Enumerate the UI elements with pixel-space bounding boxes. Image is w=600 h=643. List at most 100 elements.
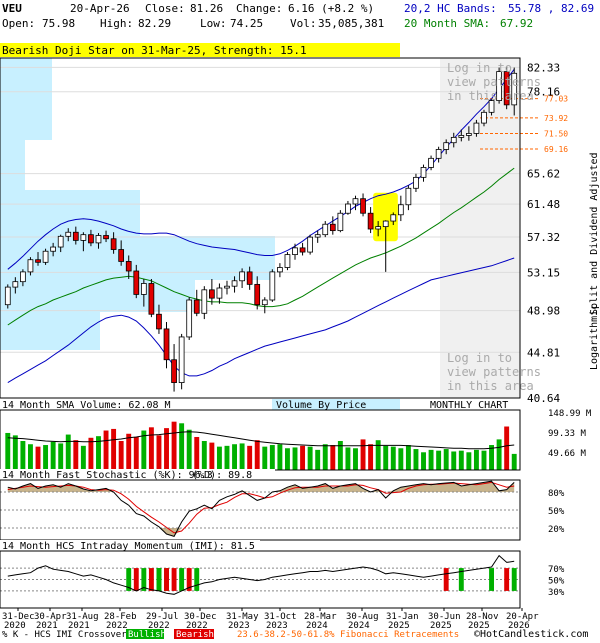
- candle-body: [201, 289, 208, 314]
- volume-bar: [481, 450, 487, 470]
- x-tick-year: 2020: [4, 621, 26, 631]
- change-value: 6.16 (+8.2 %): [288, 2, 374, 15]
- volume-bar: [511, 453, 517, 470]
- volume-title-bg: [0, 399, 190, 410]
- candle-body: [95, 235, 102, 244]
- open-label: Open:: [2, 17, 35, 30]
- volume-bar: [489, 445, 495, 470]
- fib-note: 23.6-38.2-50-61.8% Fibonacci Retracement…: [237, 630, 459, 640]
- volume-bar: [300, 445, 306, 470]
- candle-body: [299, 247, 306, 253]
- volume-bar: [58, 443, 64, 470]
- x-tick-label: 31-Dec: [2, 612, 35, 622]
- price-panel: 82.33 78.16 65.62 61.48 57.32 53.15 48.98 44.81…: [0, 57, 568, 405]
- candle-body: [511, 72, 518, 106]
- candle-body: [329, 223, 336, 232]
- volume-bar: [368, 444, 374, 470]
- x-axis: 31-Dec202030-Apr202131-Aug202128-Feb2022…: [2, 608, 539, 631]
- candle-body: [186, 299, 193, 338]
- x-tick-year: 2025: [468, 621, 490, 631]
- volume-tick-label: 49.66 M: [548, 449, 587, 459]
- login-text-bottom: view patterns: [447, 365, 541, 379]
- volume-tick-label: 148.99 M: [548, 409, 592, 419]
- volume-bar: [12, 435, 18, 470]
- sma20-line: [7, 167, 515, 326]
- candle-body: [133, 270, 140, 295]
- bands-values: 55.78 , 82.69: [508, 2, 594, 15]
- candle-body: [57, 235, 64, 248]
- imi-extra-signal: [164, 568, 169, 591]
- volume-bar: [466, 452, 472, 470]
- x-tick-year: 2022: [106, 621, 128, 631]
- volume-bar: [473, 449, 479, 470]
- candle-body: [413, 176, 419, 189]
- copyright: ©HotCandlestick.com: [474, 629, 588, 640]
- x-tick-year: 2025: [388, 621, 410, 631]
- volume-bar: [345, 447, 351, 470]
- candle-body: [337, 212, 344, 232]
- right-axis-label: Split and Dividend Adjusted: [589, 152, 600, 315]
- imi-extra-signal: [133, 568, 139, 591]
- high-label: High:: [100, 17, 133, 30]
- volume-bar: [360, 439, 366, 470]
- imi-bearish-signal: [148, 568, 154, 591]
- vol-label: Vol:: [290, 17, 317, 30]
- x-tick-year: 2021: [68, 621, 90, 631]
- candle-body: [284, 254, 291, 268]
- volume-bar: [224, 445, 230, 470]
- candle-body: [458, 135, 465, 138]
- candle-body: [277, 267, 283, 273]
- volume-bar: [398, 448, 404, 470]
- x-tick-year: 2026: [508, 621, 530, 631]
- login-text-top: in this area: [447, 89, 534, 103]
- x-tick-label: 29-Jul: [146, 612, 179, 622]
- volume-bar: [239, 443, 245, 470]
- volume-bar: [405, 445, 411, 470]
- volume-bar: [171, 421, 177, 470]
- change-label: Change:: [236, 2, 282, 15]
- volume-bar: [126, 433, 132, 470]
- sma-label: 20 Month SMA:: [404, 17, 490, 30]
- price-tick-label: 61.48: [527, 198, 560, 211]
- x-tick-label: 28-Nov: [466, 612, 499, 622]
- stoch-title: 14 Month Fast Stochastic (%K): 96.3: [2, 470, 213, 481]
- volume-by-price-bar: [0, 312, 100, 350]
- candle-body: [156, 313, 162, 330]
- candle-body: [239, 271, 245, 282]
- volume-bar: [292, 447, 298, 470]
- volume-bar: [156, 435, 162, 470]
- candle-body: [367, 212, 374, 230]
- candle-body: [125, 261, 132, 272]
- candle-body: [405, 187, 412, 206]
- imi-tick-label: 30%: [548, 588, 565, 598]
- volume-bar: [284, 448, 290, 470]
- fib-label: 73.92: [544, 114, 568, 123]
- high-value: 82.29: [138, 17, 171, 30]
- volume-bar: [277, 444, 283, 470]
- x-tick-year: 2021: [36, 621, 58, 631]
- volume-bar: [443, 449, 449, 470]
- volume-sma-line: [7, 431, 515, 450]
- candle-body: [307, 236, 313, 253]
- candle-body: [397, 204, 404, 216]
- monthly-chart-title: MONTHLY CHART: [430, 400, 508, 411]
- low-label: Low:: [200, 17, 227, 30]
- volume-bar: [20, 441, 26, 470]
- volume-bar: [353, 448, 358, 470]
- candle-body: [88, 234, 94, 244]
- volume-bar: [65, 434, 71, 470]
- volume-bar: [118, 441, 124, 470]
- x-tick-year: 2024: [348, 621, 370, 631]
- volume-bar: [232, 444, 238, 470]
- volume-bar: [504, 426, 510, 470]
- price-tick-label: 48.98: [527, 305, 560, 318]
- volume-bar: [50, 441, 56, 470]
- candle-body: [314, 234, 321, 238]
- legend-prefix: % K - HCS IMI Crossover:: [2, 630, 132, 640]
- volume-tick-label: 99.33 M: [548, 429, 587, 439]
- imi-tick-label: 50%: [548, 577, 565, 587]
- bands-label: 20,2 HC Bands:: [404, 2, 497, 15]
- imi-recent-signal: [489, 568, 495, 591]
- candle-body: [148, 283, 155, 315]
